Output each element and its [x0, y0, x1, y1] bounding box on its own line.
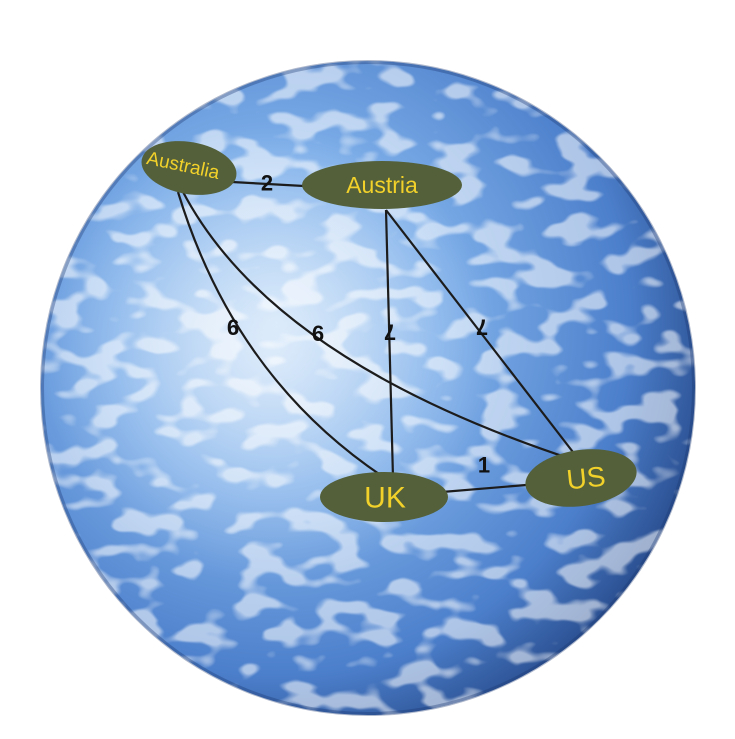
edge-austria-us — [385, 209, 577, 457]
node-austria-label: Austria — [346, 172, 418, 198]
edge-australia-us — [181, 189, 575, 462]
weight-australia-uk: 9 — [227, 315, 239, 340]
weight-austria-uk: 7 — [384, 320, 396, 345]
edge-australia-uk — [176, 191, 389, 481]
ocean-globe — [40, 60, 696, 716]
edge-weights: 2 9 9 7 7 1 — [227, 171, 490, 478]
globe-water-texture — [41, 61, 695, 715]
weight-australia-us: 9 — [312, 321, 324, 346]
weight-austria-us: 7 — [476, 315, 488, 340]
edge-uk-us — [441, 483, 527, 494]
graph-nodes: Australia Austria UK US — [137, 134, 641, 522]
globe-rim-shade — [40, 60, 696, 716]
edge-austria-uk — [384, 209, 395, 479]
node-us-label: US — [565, 461, 607, 496]
weight-australia-austria: 2 — [261, 171, 273, 196]
node-australia[interactable]: Australia — [137, 134, 241, 202]
weight-uk-us: 1 — [478, 453, 490, 478]
node-uk-label: UK — [364, 482, 406, 515]
node-austria[interactable]: Austria — [302, 161, 462, 209]
node-uk[interactable]: UK — [320, 472, 448, 522]
graph-edges — [176, 180, 577, 494]
node-us[interactable]: US — [522, 442, 641, 513]
edge-australia-austria — [231, 180, 305, 188]
